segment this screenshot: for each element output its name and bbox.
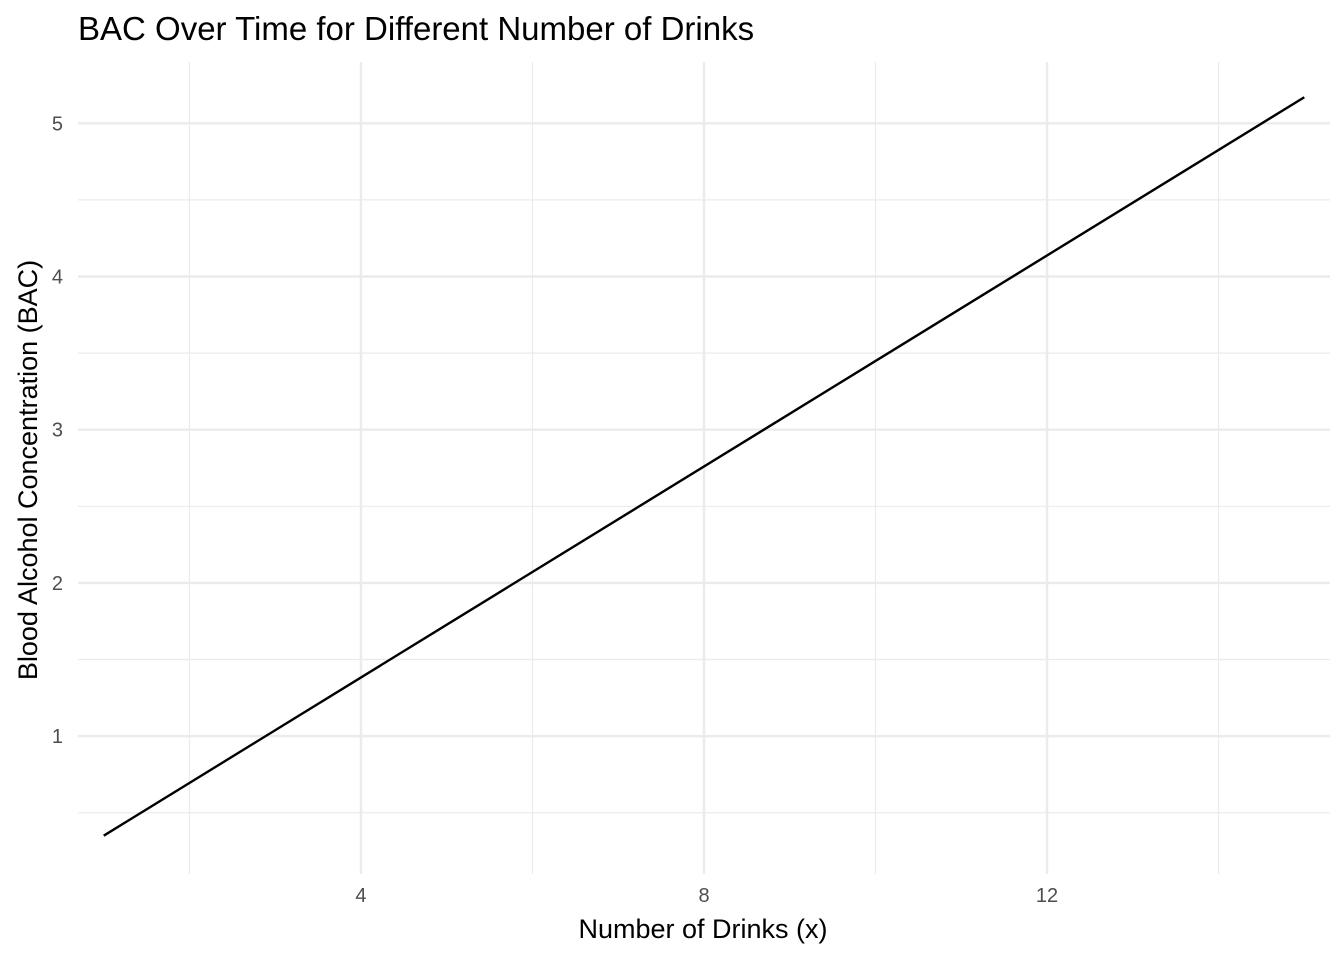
x-tick-label: 12: [1036, 885, 1058, 907]
y-tick-label: 4: [52, 266, 63, 288]
x-tick-labels: 4 8 12: [355, 885, 1058, 907]
x-axis-title: Number of Drinks (x): [578, 914, 827, 944]
y-tick-label: 2: [52, 573, 63, 595]
y-tick-label: 3: [52, 420, 63, 442]
y-axis-title: Blood Alcohol Concentration (BAC): [13, 260, 43, 680]
y-tick-label: 5: [52, 113, 63, 135]
y-tick-label: 1: [52, 726, 63, 748]
y-tick-labels: 1 2 3 4 5: [52, 113, 63, 748]
series-layer: [103, 96, 1305, 837]
x-tick-label: 8: [698, 885, 709, 907]
chart-title: BAC Over Time for Different Number of Dr…: [78, 10, 755, 47]
grid-major-lines: [78, 62, 1330, 874]
series-line: [103, 96, 1305, 837]
x-tick-label: 4: [355, 885, 366, 907]
